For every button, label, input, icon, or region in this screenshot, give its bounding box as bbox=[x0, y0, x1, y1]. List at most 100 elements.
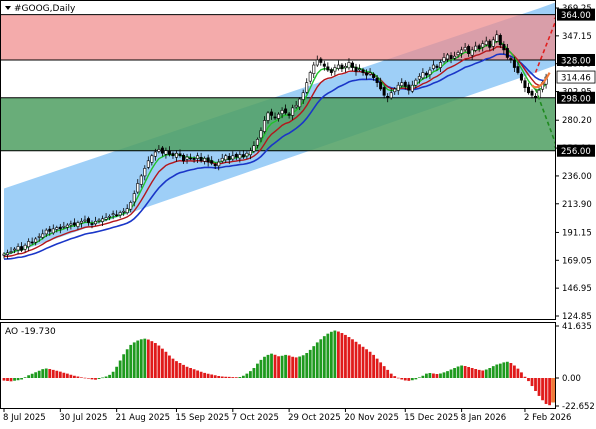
ao-bar bbox=[143, 338, 147, 378]
candle bbox=[213, 162, 217, 169]
level-price-tag: 256.00 bbox=[557, 144, 595, 157]
candle bbox=[456, 50, 460, 58]
candle bbox=[231, 151, 235, 161]
chart-title: #GOOG,Daily bbox=[14, 4, 76, 14]
chart-header[interactable]: #GOOG,Daily bbox=[5, 4, 76, 14]
candle bbox=[241, 150, 245, 159]
ao-bar bbox=[2, 378, 6, 381]
ao-bar bbox=[6, 378, 9, 381]
ao-bar bbox=[446, 371, 449, 378]
candle bbox=[400, 78, 404, 88]
ao-bar bbox=[491, 366, 495, 378]
ao-bar bbox=[442, 372, 446, 378]
ao-plot[interactable] bbox=[2, 330, 556, 406]
candle bbox=[329, 67, 333, 76]
ao-bar bbox=[368, 351, 372, 378]
candle bbox=[460, 46, 464, 58]
projection-curve bbox=[531, 72, 551, 89]
candle bbox=[512, 56, 516, 72]
ao-bar bbox=[523, 376, 527, 378]
candle bbox=[372, 72, 376, 81]
ao-bar bbox=[326, 333, 330, 378]
ao-bar bbox=[421, 375, 425, 378]
candle bbox=[386, 93, 390, 103]
triangle-down-icon[interactable] bbox=[5, 6, 11, 10]
ao-bar bbox=[425, 373, 428, 378]
ao-bar bbox=[48, 369, 52, 378]
ao-bar bbox=[319, 339, 323, 378]
ma-slow-line bbox=[3, 53, 547, 260]
ao-bar bbox=[432, 373, 435, 378]
candle bbox=[143, 165, 147, 181]
ao-bar bbox=[277, 356, 280, 378]
price-frame bbox=[0, 0, 556, 320]
ao-bar bbox=[530, 378, 534, 387]
ao-bar bbox=[548, 378, 551, 406]
candle bbox=[220, 153, 224, 163]
candle bbox=[361, 67, 365, 76]
ao-bar bbox=[417, 377, 421, 378]
ao-bar bbox=[234, 377, 238, 378]
candle bbox=[505, 43, 509, 60]
price-tick-label: 236.00 bbox=[562, 172, 592, 182]
ao-bar bbox=[266, 354, 270, 378]
current-price-tag: 314.46 bbox=[556, 70, 596, 84]
ao-bar bbox=[509, 363, 513, 378]
candle bbox=[350, 61, 354, 71]
ao-bar bbox=[298, 356, 302, 378]
price-plot[interactable] bbox=[0, 1, 560, 260]
ao-bar bbox=[463, 366, 467, 378]
ao-bar bbox=[192, 369, 196, 378]
candle bbox=[90, 220, 94, 229]
ao-bar bbox=[13, 378, 16, 381]
time-axis[interactable]: 8 Jul 2025 30 Jul 2025 21 Aug 2025 15 Sep 2… bbox=[3, 409, 571, 423]
ao-bar bbox=[513, 365, 516, 378]
ao-bar bbox=[27, 375, 31, 378]
candle bbox=[97, 218, 101, 224]
ao-axis[interactable]: 41.635 0.00 -22.652 bbox=[556, 322, 595, 412]
candle bbox=[234, 152, 238, 161]
ao-bar bbox=[259, 359, 263, 378]
candle bbox=[101, 215, 105, 226]
ao-bar bbox=[90, 378, 94, 380]
candle bbox=[379, 77, 383, 91]
ao-current-bar bbox=[551, 378, 556, 403]
candle bbox=[164, 147, 168, 159]
candle bbox=[182, 153, 186, 164]
candle bbox=[23, 243, 27, 253]
candle bbox=[199, 152, 203, 163]
ao-bar bbox=[164, 351, 168, 378]
candle bbox=[139, 174, 143, 188]
candle bbox=[34, 237, 38, 246]
candle bbox=[287, 112, 291, 119]
ao-bar bbox=[337, 331, 340, 378]
candle bbox=[174, 150, 178, 162]
time-tick-label: 8 Jan 2026 bbox=[461, 413, 507, 423]
time-tick-label: 7 Oct 2025 bbox=[232, 413, 279, 423]
price-axis[interactable]: 369.25347.15325.05302.95280.20258.10236.… bbox=[556, 4, 592, 322]
candle bbox=[255, 137, 259, 149]
ao-bar bbox=[301, 355, 305, 378]
ao-bar bbox=[182, 364, 185, 378]
ao-bar bbox=[224, 376, 228, 378]
ao-bar bbox=[118, 360, 122, 378]
svg-text:298.00: 298.00 bbox=[561, 94, 591, 104]
ao-bar bbox=[115, 366, 119, 378]
candle bbox=[284, 104, 288, 115]
candle bbox=[2, 252, 6, 259]
ao-bar bbox=[460, 365, 463, 378]
candle bbox=[396, 82, 400, 95]
time-tick-label: 21 Aug 2025 bbox=[116, 413, 170, 423]
ao-frame bbox=[0, 322, 556, 409]
candle bbox=[146, 156, 150, 170]
ao-bar bbox=[249, 371, 252, 378]
ao-bar bbox=[58, 371, 62, 378]
candle bbox=[27, 238, 31, 252]
candle bbox=[365, 69, 369, 80]
ao-bar bbox=[280, 355, 284, 378]
candle bbox=[298, 97, 302, 111]
ao-bar bbox=[231, 377, 235, 378]
time-tick-label: 15 Sep 2025 bbox=[175, 413, 229, 423]
